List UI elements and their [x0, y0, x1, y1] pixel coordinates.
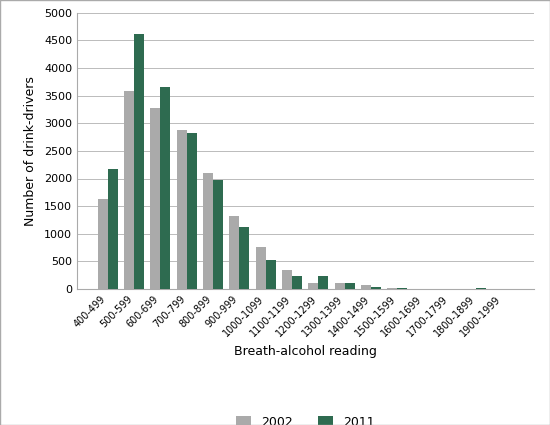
Bar: [292, 276, 302, 289]
Bar: [161, 87, 170, 289]
Bar: [345, 283, 355, 289]
Bar: [266, 260, 276, 289]
Y-axis label: Number of drink-drivers: Number of drink-drivers: [24, 76, 37, 226]
Bar: [398, 288, 408, 289]
Bar: [476, 288, 486, 289]
Bar: [229, 215, 239, 289]
Bar: [371, 287, 381, 289]
Bar: [239, 227, 250, 289]
Bar: [98, 199, 108, 289]
Bar: [387, 288, 398, 289]
Legend: 2002, 2011: 2002, 2011: [231, 411, 380, 425]
Bar: [177, 130, 187, 289]
Bar: [361, 286, 371, 289]
Bar: [124, 91, 134, 289]
X-axis label: Breath-alcohol reading: Breath-alcohol reading: [234, 345, 377, 358]
Bar: [256, 247, 266, 289]
Bar: [187, 133, 197, 289]
Bar: [150, 108, 161, 289]
Bar: [309, 283, 318, 289]
Bar: [282, 269, 292, 289]
Bar: [203, 173, 213, 289]
Bar: [318, 276, 328, 289]
Bar: [335, 283, 345, 289]
Bar: [134, 34, 144, 289]
Bar: [213, 180, 223, 289]
Bar: [108, 169, 118, 289]
